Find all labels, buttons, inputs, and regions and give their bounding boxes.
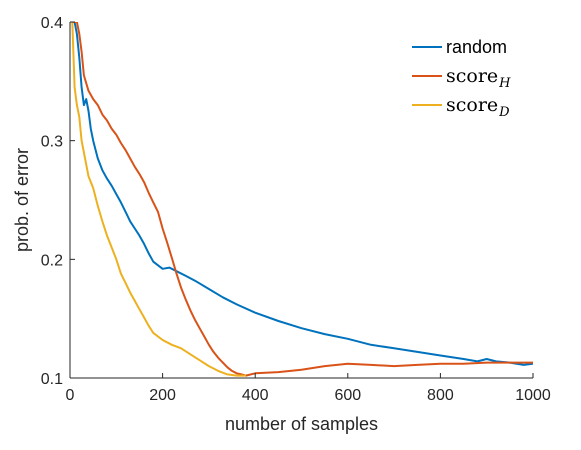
plot-area	[70, 22, 533, 378]
x-tick-label: 200	[149, 387, 176, 404]
series-line-random	[73, 22, 533, 366]
legend-entry-label: random	[446, 37, 507, 57]
x-axis-label: number of samples	[225, 414, 378, 434]
series-line-score-H	[72, 22, 533, 377]
y-axis-label: prob. of error	[12, 148, 32, 252]
y-tick-label: 0.3	[41, 134, 63, 151]
series-line-score-D	[71, 22, 246, 377]
x-tick-label: 1000	[515, 387, 551, 404]
x-tick-label: 400	[242, 387, 269, 404]
x-tick-label: 0	[66, 387, 75, 404]
series-layer	[71, 22, 533, 377]
x-tick-label: 600	[334, 387, 361, 404]
y-tick-label: 0.2	[41, 252, 63, 269]
y-tick-label: 0.4	[41, 15, 63, 32]
legend-entry-subscript: H	[498, 76, 511, 91]
axes-layer: 0 200 400 600 800 1000 0.1 0.2 0.3 0.4	[41, 15, 551, 404]
x-tick-label: 800	[427, 387, 454, 404]
plot-background	[70, 22, 533, 378]
legend-entry-subscript: D	[498, 105, 510, 120]
y-tick-label: 0.1	[41, 371, 63, 388]
